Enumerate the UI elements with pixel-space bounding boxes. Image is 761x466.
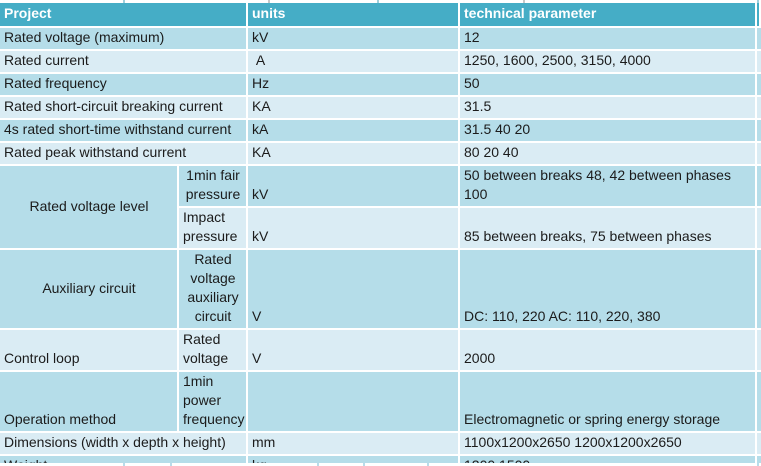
gridline-tick xyxy=(123,463,125,466)
parameter-cell: 31.5 xyxy=(460,97,757,120)
top-gridline-strip xyxy=(0,0,761,3)
project-cell: Rated voltage (maximum) xyxy=(0,28,248,51)
parameter-cell: 12 xyxy=(460,28,757,51)
table-row: Dimensions (width x depth x height) mm 1… xyxy=(0,433,761,456)
unit-cell: KA xyxy=(248,143,460,166)
project-cell: Dimensions (width x depth x height) xyxy=(0,433,248,456)
table-row: Operation method 1min power frequency El… xyxy=(0,372,761,433)
edge-cell xyxy=(757,250,761,330)
table-row: Rated frequency Hz 50 xyxy=(0,74,761,97)
col-header-project: Project xyxy=(0,3,248,28)
subproject-cell: 1min fair pressure xyxy=(179,166,248,208)
subproject-cell: Impact pressure xyxy=(179,208,248,250)
gridline-tick xyxy=(268,0,270,3)
bottom-gridline-strip xyxy=(0,463,761,466)
unit-cell: Hz xyxy=(248,74,460,97)
table-row: Rated short-circuit breaking current KA … xyxy=(0,97,761,120)
parameter-cell: Electromagnetic or spring energy storage xyxy=(460,372,757,433)
edge-cell xyxy=(757,97,761,120)
table-row: Rated peak withstand current KA 80 20 40 xyxy=(0,143,761,166)
gridline-tick xyxy=(757,463,759,466)
edge-cell xyxy=(757,433,761,456)
subproject-cell: 1min power frequency xyxy=(179,372,248,433)
unit-cell xyxy=(248,372,460,433)
project-cell: Rated peak withstand current xyxy=(0,143,248,166)
parameter-cell: 50 between breaks 48, 42 between phases … xyxy=(460,166,757,208)
edge-cell xyxy=(757,28,761,51)
project-group-cell: Rated voltage level xyxy=(0,166,179,250)
unit-cell: kg xyxy=(248,456,460,466)
edge-cell xyxy=(757,3,761,28)
project-cell: Rated short-circuit breaking current xyxy=(0,97,248,120)
edge-cell xyxy=(757,120,761,143)
gridline-tick xyxy=(363,463,365,466)
project-group-cell: Auxiliary circuit xyxy=(0,250,179,330)
header-row: Project units technical parameter xyxy=(0,3,761,28)
parameter-cell: 1100x1200x2650 1200x1200x2650 xyxy=(460,433,757,456)
project-cell: Rated frequency xyxy=(0,74,248,97)
unit-cell: A xyxy=(248,51,460,74)
table-row: Control loop Rated voltage V 2000 xyxy=(0,330,761,372)
edge-cell xyxy=(757,74,761,97)
edge-cell xyxy=(757,166,761,208)
table-row: 4s rated short-time withstand current kA… xyxy=(0,120,761,143)
table-row: Auxiliary circuit Rated voltage auxiliar… xyxy=(0,250,761,330)
gridline-tick xyxy=(317,463,319,466)
unit-cell: kA xyxy=(248,120,460,143)
gridline-tick xyxy=(377,0,379,3)
table-row: Rated current A 1250, 1600, 2500, 3150, … xyxy=(0,51,761,74)
project-group-cell: Control loop xyxy=(0,330,179,372)
unit-cell: KA xyxy=(248,97,460,120)
edge-cell xyxy=(757,143,761,166)
parameter-cell: 85 between breaks, 75 between phases xyxy=(460,208,757,250)
project-cell: Weight xyxy=(0,456,248,466)
gridline-tick xyxy=(427,463,429,466)
unit-cell: V xyxy=(248,330,460,372)
edge-cell xyxy=(757,330,761,372)
spec-table: Project units technical parameter Rated … xyxy=(0,3,761,466)
parameter-cell: 80 20 40 xyxy=(460,143,757,166)
gridline-tick xyxy=(523,0,525,3)
unit-cell: kV xyxy=(248,28,460,51)
unit-cell: kV xyxy=(248,166,460,208)
parameter-cell: 31.5 40 20 xyxy=(460,120,757,143)
gridline-tick xyxy=(123,0,125,3)
gridline-tick xyxy=(170,463,172,466)
project-cell: 4s rated short-time withstand current xyxy=(0,120,248,143)
project-group-cell: Operation method xyxy=(0,372,179,433)
unit-cell: V xyxy=(248,250,460,330)
col-header-parameter: technical parameter xyxy=(460,3,757,28)
col-header-units: units xyxy=(248,3,460,28)
unit-cell: kV xyxy=(248,208,460,250)
table-row: Rated voltage level 1min fair pressure k… xyxy=(0,166,761,250)
table-row: Impact pressure kV 85 between breaks, 75… xyxy=(0,208,761,250)
subproject-cell: Rated voltage xyxy=(179,330,248,372)
table-row: Weight kg 1200 1500 xyxy=(0,456,761,466)
subproject-cell: Rated voltage auxiliary circuit xyxy=(179,250,248,330)
gridline-tick xyxy=(757,0,759,3)
parameter-cell: 1200 1500 xyxy=(460,456,757,466)
unit-cell: mm xyxy=(248,433,460,456)
table-row: Rated voltage (maximum) kV 12 xyxy=(0,28,761,51)
edge-cell xyxy=(757,456,761,466)
parameter-cell: 2000 xyxy=(460,330,757,372)
edge-cell xyxy=(757,372,761,433)
edge-cell xyxy=(757,51,761,74)
parameter-cell: 50 xyxy=(460,74,757,97)
edge-cell xyxy=(757,208,761,250)
project-cell: Rated current xyxy=(0,51,248,74)
parameter-cell: 1250, 1600, 2500, 3150, 4000 xyxy=(460,51,757,74)
parameter-cell: DC: 110, 220 AC: 110, 220, 380 xyxy=(460,250,757,330)
